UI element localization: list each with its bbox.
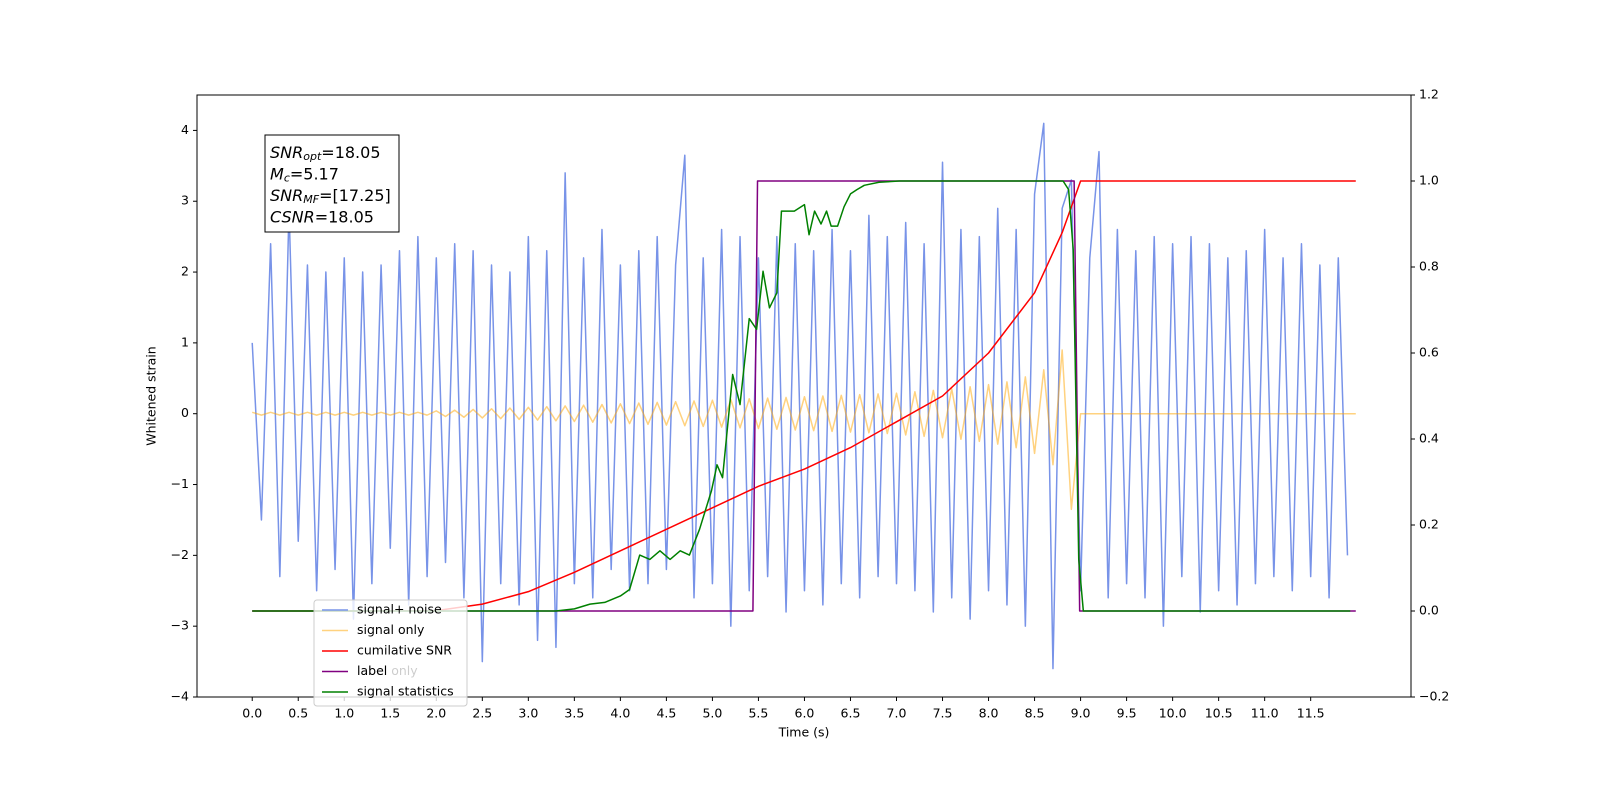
annotation-value: =18.05 xyxy=(321,143,380,162)
series-line xyxy=(251,122,1349,670)
y-tick-label: −1 xyxy=(171,476,189,491)
x-tick-label: 7.0 xyxy=(887,706,907,721)
annotation-line: CSNR=18.05 xyxy=(270,207,374,226)
x-tick-label: 11.0 xyxy=(1251,706,1279,721)
y2-tick-label: 0.4 xyxy=(1419,431,1439,446)
y-tick-label: 1 xyxy=(181,334,189,349)
annotation-value: =5.17 xyxy=(290,164,339,183)
annotation-subscript: c xyxy=(284,172,290,185)
legend-label: label xyxy=(357,663,387,678)
y2-tick-label: 1.2 xyxy=(1419,87,1439,102)
annotation-symbol: CSNR xyxy=(270,207,315,226)
x-tick-label: 8.5 xyxy=(1025,706,1045,721)
y-tick-label: 0 xyxy=(181,405,189,420)
x-tick-label: 3.0 xyxy=(518,706,538,721)
x-tick-label: 5.0 xyxy=(702,706,722,721)
annotation-line: SNRMF=[17.25] xyxy=(270,186,391,207)
x-tick-label: 0.5 xyxy=(288,706,308,721)
annotation-symbol: SNR xyxy=(270,186,303,205)
y-tick-label: −3 xyxy=(171,618,189,633)
x-tick-label: 9.5 xyxy=(1117,706,1137,721)
x-tick-label: 8.0 xyxy=(979,706,999,721)
x-tick-label: 1.5 xyxy=(380,706,400,721)
y2-tick-label: 0.8 xyxy=(1419,259,1439,274)
x-tick-label: 11.5 xyxy=(1297,706,1325,721)
series-line xyxy=(252,180,1356,612)
x-tick-label: 3.5 xyxy=(564,706,584,721)
annotation-symbol: SNR xyxy=(270,143,303,162)
x-axis-label: Time (s) xyxy=(778,725,830,740)
x-tick-label: 10.0 xyxy=(1159,706,1187,721)
annotation-line: Mc=5.17 xyxy=(270,164,339,185)
x-tick-label: 1.0 xyxy=(334,706,354,721)
legend-label: signal only xyxy=(357,622,425,637)
x-tick-label: 9.0 xyxy=(1071,706,1091,721)
annotation-subscript: opt xyxy=(303,150,322,163)
plot-area xyxy=(251,122,1356,670)
y2-tick-label: 1.0 xyxy=(1419,173,1439,188)
y2-tick-label: 0.6 xyxy=(1419,345,1439,360)
annotation-box xyxy=(264,134,400,233)
legend-label: signal+ noise xyxy=(357,602,442,617)
annotation-value: =[17.25] xyxy=(319,186,391,205)
x-tick-label: 2.0 xyxy=(426,706,446,721)
annotation-value: =18.05 xyxy=(315,207,374,226)
legend-label: cumilative SNR xyxy=(357,643,452,658)
series-line xyxy=(251,349,1356,511)
x-tick-label: 4.0 xyxy=(610,706,630,721)
annotation: SNRopt=18.05Mc=5.17SNRMF=[17.25]CSNR=18.… xyxy=(264,134,400,233)
x-tick-label: 0.0 xyxy=(242,706,262,721)
y-tick-label: −2 xyxy=(171,547,189,562)
y2-tick-label: 0.2 xyxy=(1419,517,1439,532)
y-tick-label: −4 xyxy=(171,689,189,704)
y-axis-label: Whitened strain xyxy=(144,346,159,445)
x-tick-label: 2.5 xyxy=(472,706,492,721)
series-line xyxy=(252,180,1351,612)
annotation-line: SNRopt=18.05 xyxy=(270,143,381,164)
y-tick-label: 2 xyxy=(181,264,189,279)
x-tick-label: 6.0 xyxy=(795,706,815,721)
legend-label: signal statistics xyxy=(357,684,454,699)
annotation-symbol: M xyxy=(270,164,284,183)
x-tick-label: 10.5 xyxy=(1205,706,1233,721)
x-tick-label: 6.5 xyxy=(841,706,861,721)
x-tick-label: 5.5 xyxy=(748,706,768,721)
annotation-subscript: MF xyxy=(303,193,319,206)
y-tick-label: 3 xyxy=(181,193,189,208)
y2-tick-label: −0.2 xyxy=(1419,689,1449,704)
y2-tick-label: 0.0 xyxy=(1419,603,1439,618)
y-tick-label: 4 xyxy=(181,122,189,137)
x-tick-label: 7.5 xyxy=(933,706,953,721)
legend-box xyxy=(313,599,468,707)
x-tick-label: 4.5 xyxy=(656,706,676,721)
